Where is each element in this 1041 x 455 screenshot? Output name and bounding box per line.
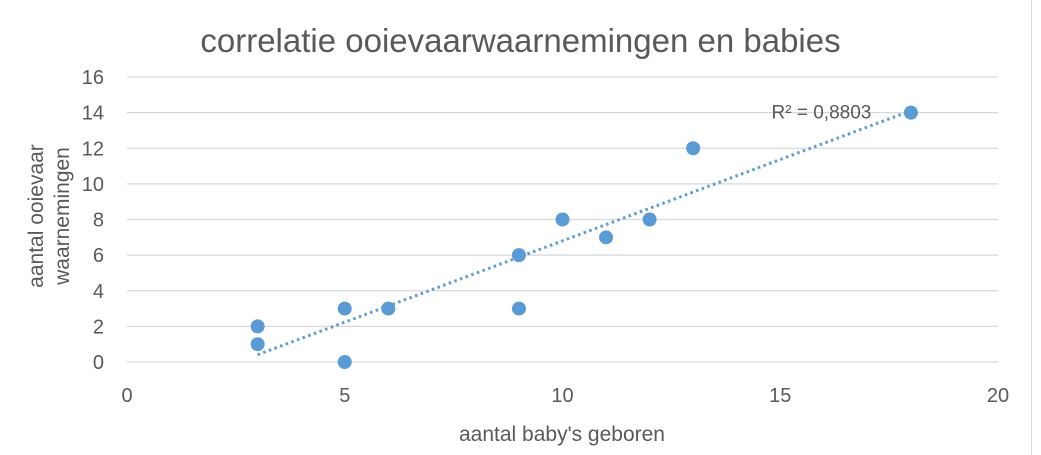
y-tick-label: 12 bbox=[82, 138, 104, 160]
data-point bbox=[381, 301, 396, 316]
y-tick-label: 6 bbox=[93, 245, 104, 267]
y-tick-label: 10 bbox=[82, 174, 104, 196]
y-tick-label: 8 bbox=[93, 210, 104, 232]
data-point bbox=[511, 301, 526, 316]
x-tick-label: 0 bbox=[121, 385, 132, 407]
x-tick-label: 10 bbox=[551, 385, 573, 407]
x-axis-title: aantal baby's geboren bbox=[458, 423, 665, 446]
data-point bbox=[903, 105, 918, 120]
data-point bbox=[686, 141, 701, 156]
x-tick-label: 15 bbox=[769, 385, 791, 407]
chart-border bbox=[1031, 0, 1032, 455]
chart-title: correlatie ooievaarwaarnemingen en babie… bbox=[200, 22, 841, 59]
data-point bbox=[337, 301, 352, 316]
data-point bbox=[599, 230, 614, 245]
y-tick-label: 16 bbox=[82, 67, 104, 89]
data-points bbox=[250, 105, 918, 369]
data-point bbox=[642, 212, 657, 227]
data-point bbox=[337, 355, 352, 369]
y-tick-label: 4 bbox=[93, 281, 104, 303]
r-squared-label: R² = 0,8803 bbox=[772, 103, 872, 124]
x-tick-label: 20 bbox=[987, 385, 1009, 407]
tick-labels: 0 2 4 6 8 10 12 14 16 0 5 10 15 20 bbox=[82, 67, 1009, 407]
x-tick-label: 5 bbox=[339, 385, 350, 407]
trendline-group bbox=[257, 109, 912, 357]
annotation-group: R² = 0,8803 bbox=[772, 103, 872, 124]
data-point bbox=[250, 337, 265, 352]
trendline bbox=[257, 109, 912, 357]
y-tick-label: 2 bbox=[93, 316, 104, 338]
data-point bbox=[250, 319, 265, 334]
y-tick-label: 0 bbox=[93, 352, 104, 374]
gridlines bbox=[127, 76, 998, 363]
data-point bbox=[555, 212, 570, 227]
data-point bbox=[511, 248, 526, 263]
y-tick-label: 14 bbox=[82, 103, 104, 125]
